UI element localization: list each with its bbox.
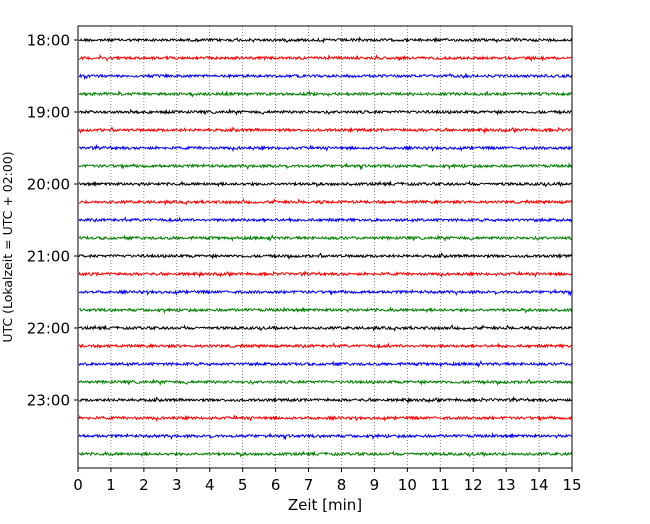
x-tick-label: 10 (398, 476, 417, 494)
y-tick-label: 18:00 (27, 32, 70, 50)
trace-1815 (79, 53, 572, 63)
trace-2145 (78, 306, 573, 314)
x-tick-label: 5 (238, 476, 248, 494)
y-tick-label: 20:00 (27, 176, 70, 194)
x-tick-label: 2 (139, 476, 149, 494)
x-tick-label: 0 (73, 476, 83, 494)
trace-1830 (78, 72, 573, 81)
plot-frame (77, 25, 573, 469)
trace-1900 (78, 108, 572, 117)
x-tick-label: 4 (205, 476, 215, 494)
trace-1800 (78, 36, 573, 44)
trace-2245 (78, 378, 573, 387)
y-tick-label: 19:00 (27, 104, 70, 122)
trace-1845 (78, 89, 573, 98)
x-tick-label: 12 (464, 476, 483, 494)
trace-2300 (78, 395, 573, 405)
x-tick-label: 9 (370, 476, 380, 494)
trace-2130 (78, 288, 573, 297)
x-tick-label: 8 (337, 476, 347, 494)
trace-2315 (78, 415, 573, 423)
trace-2030 (78, 216, 573, 224)
y-axis-label: UTC (Lokalzeit = UTC + 02:00) (0, 151, 15, 342)
x-tick-label: 7 (304, 476, 314, 494)
x-tick-label: 13 (497, 476, 516, 494)
trace-2230 (78, 360, 573, 369)
x-tick-label: 6 (271, 476, 281, 494)
trace-2045 (78, 234, 572, 243)
x-tick-label: 11 (431, 476, 450, 494)
y-tick-label: 21:00 (27, 248, 70, 266)
trace-1945 (78, 162, 573, 171)
x-tick-label: 1 (106, 476, 116, 494)
trace-2000 (78, 180, 573, 188)
trace-2115 (78, 269, 573, 279)
x-tick-label: 3 (172, 476, 182, 494)
y-tick-label: 22:00 (27, 320, 70, 338)
trace-2330 (78, 432, 572, 441)
trace-2200 (78, 323, 573, 332)
trace-2215 (78, 342, 572, 350)
x-axis-label: Zeit [min] (288, 496, 362, 514)
x-tick-label: 15 (562, 476, 581, 494)
trace-2100 (78, 252, 573, 260)
trace-2345 (78, 450, 573, 458)
trace-1930 (78, 143, 573, 153)
y-tick-label: 23:00 (27, 392, 70, 410)
trace-1915 (78, 126, 572, 135)
x-tick-label: 14 (530, 476, 549, 494)
trace-2015 (78, 197, 573, 206)
